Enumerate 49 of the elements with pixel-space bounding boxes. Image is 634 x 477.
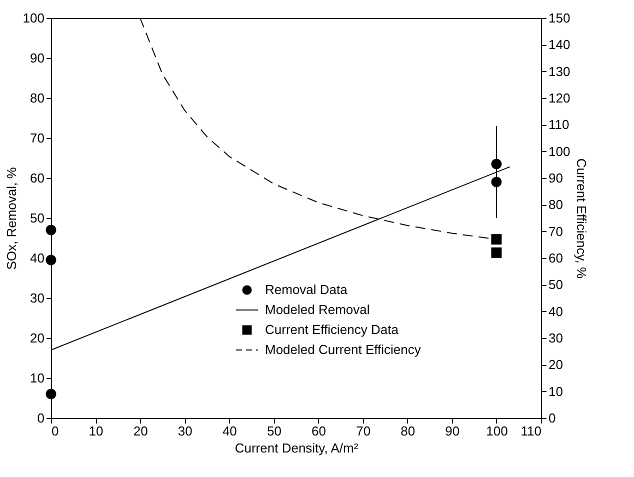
x-tick-label: 70 (356, 424, 371, 438)
y-tick-label: 50 (30, 210, 44, 226)
x-tick-label: 10 (88, 424, 104, 438)
y-tick-label: 40 (30, 250, 44, 266)
y2-tick-label: 90 (548, 170, 563, 186)
x-tick-label: 100 (486, 424, 508, 438)
x-tick-label: 0 (52, 424, 59, 438)
legend-label: Removal Data (265, 282, 348, 297)
y2-tick-label: 50 (548, 277, 563, 292)
x-tick-label: 20 (133, 424, 148, 438)
y-tick-label: 70 (30, 130, 44, 146)
legend-label: Modeled Removal (265, 302, 370, 317)
y2-tick-label: 80 (548, 197, 563, 212)
y-tick-label: 100 (22, 10, 44, 26)
y2-tick-label: 10 (548, 384, 563, 399)
x-tick-label: 40 (222, 424, 237, 438)
point (46, 224, 56, 236)
y-tick-label: 90 (30, 50, 44, 66)
y2-tick-label: 30 (548, 330, 563, 346)
point (46, 254, 56, 266)
y2-tick-label: 0 (548, 410, 556, 426)
y-tick-label: 60 (30, 170, 44, 186)
y2-tick-label: 130 (548, 64, 570, 79)
y2-tick-label: 70 (548, 224, 563, 239)
y2-tick-label: 20 (548, 357, 563, 372)
legend-label: Current Efficiency Data (265, 322, 400, 337)
y-tick-label: 20 (30, 330, 44, 346)
y-tick-label: 80 (30, 90, 44, 106)
x-tick-label: 50 (266, 424, 282, 438)
x-tick-label: 110 (520, 424, 542, 438)
x-tick-label: 30 (178, 424, 192, 438)
y-tick-label: 10 (30, 370, 44, 386)
y-axis-title: SOx, Removal, % (4, 166, 19, 270)
y2-tick-label: 40 (548, 304, 563, 319)
x-tick-label: 90 (445, 424, 460, 438)
y-tick-label: 30 (30, 290, 44, 306)
y2-tick-label: 150 (548, 10, 570, 26)
y2-tick-label: 110 (548, 117, 570, 132)
x-tick-label: 60 (312, 424, 326, 438)
point (46, 388, 56, 400)
y2-tick-label: 120 (548, 90, 570, 106)
y2-axis-title: Current Efficiency, % (574, 158, 590, 280)
y2-tick-label: 140 (548, 37, 570, 52)
x-tick-label: 80 (400, 424, 416, 438)
legend-label: Modeled Current Efficiency (265, 342, 422, 357)
y2-tick-label: 60 (548, 250, 563, 266)
y2-tick-label: 100 (548, 144, 570, 159)
x-axis-title: Current Density, A/m² (234, 440, 359, 456)
y-tick-label: 0 (37, 410, 44, 426)
